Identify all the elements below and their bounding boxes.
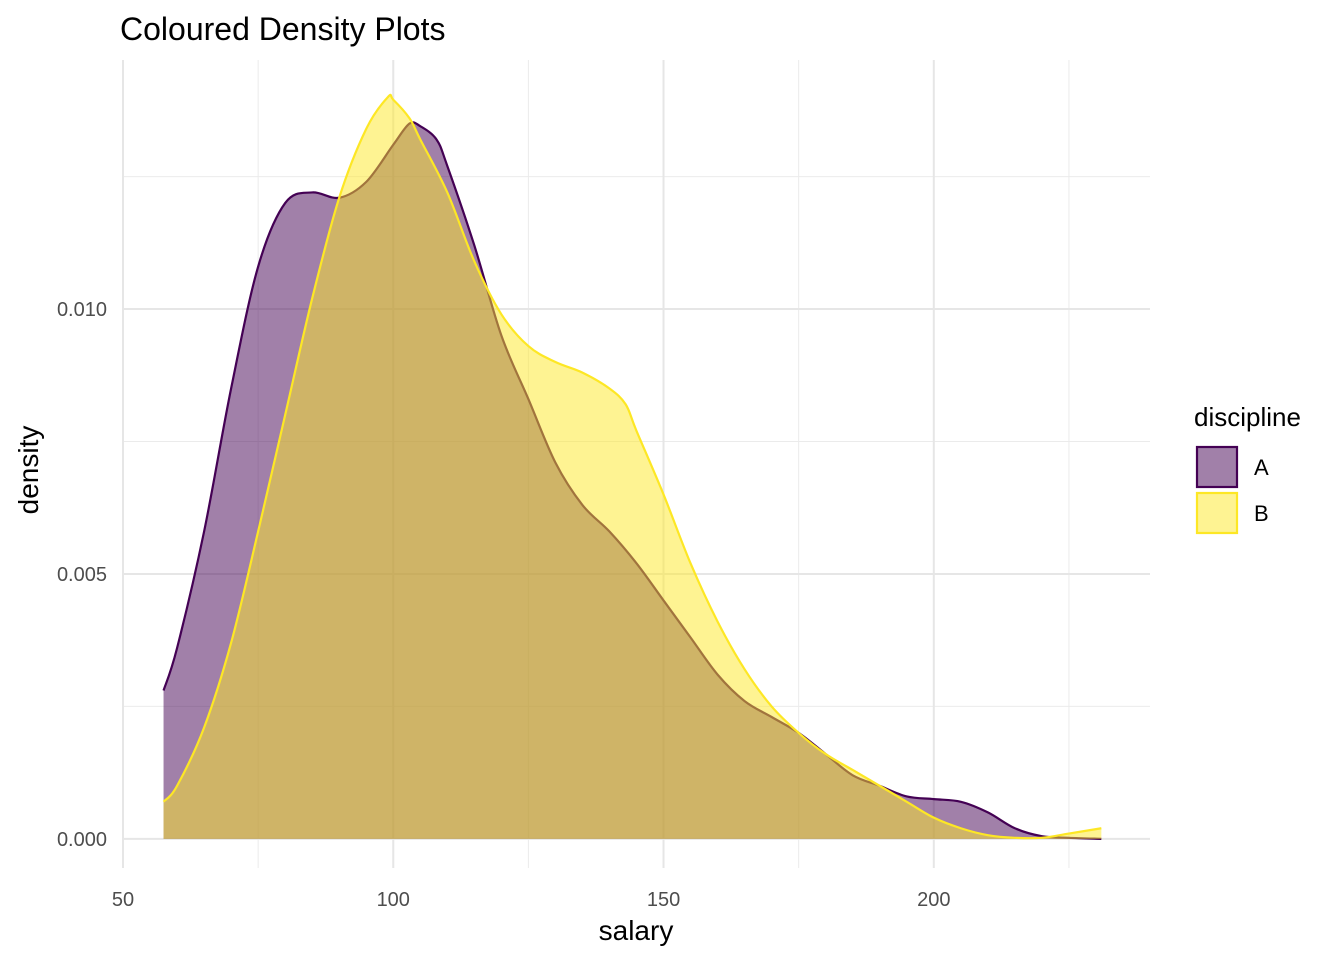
x-tick-label: 100	[377, 889, 410, 911]
y-axis-title: density	[13, 426, 44, 515]
legend-title: discipline	[1194, 402, 1301, 432]
y-tick-label: 0.005	[57, 564, 107, 586]
x-tick-label: 50	[112, 889, 134, 911]
legend-swatch-B	[1195, 491, 1239, 535]
density-areas	[162, 93, 1102, 840]
x-axis-title: salary	[599, 915, 674, 946]
y-tick-label: 0.010	[57, 299, 107, 321]
density-line-B	[162, 93, 1102, 840]
legend: discipline AB	[1194, 402, 1301, 535]
x-tick-label: 150	[647, 889, 680, 911]
y-tick-label: 0.000	[57, 829, 107, 851]
x-axis-ticks: 50 100 150 200	[112, 889, 951, 911]
x-tick-label: 200	[917, 889, 950, 911]
legend-swatch-A	[1195, 445, 1239, 489]
chart-title: Coloured Density Plots	[120, 11, 445, 47]
y-axis-ticks: 0.000 0.005 0.010	[57, 299, 107, 851]
legend-label-B: B	[1254, 501, 1269, 526]
legend-label-A: A	[1254, 455, 1269, 480]
density-area-B	[163, 94, 1102, 839]
